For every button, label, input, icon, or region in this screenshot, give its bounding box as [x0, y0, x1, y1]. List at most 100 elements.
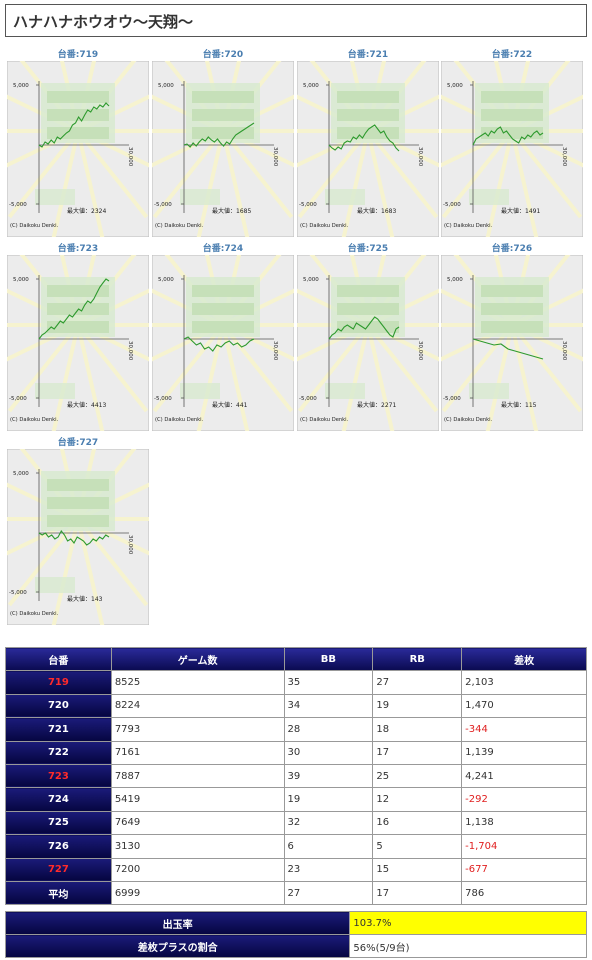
machine-panel-lower: [469, 189, 509, 205]
y-tick-label-top: 5,000: [447, 277, 463, 283]
copyright-text: (C) Daikoku Denki.: [300, 417, 349, 423]
graph-line: [183, 336, 255, 352]
table-row: 723 7887 39 25 4,241: [5, 763, 587, 789]
machine-panel-lower: [469, 383, 509, 399]
unit-number-cell[interactable]: 724: [5, 787, 112, 812]
graph-cell[interactable]: 台番:721 5,000 -5,000 30,000 最大値：1683 (C) Daiko…: [297, 47, 439, 237]
graph-label[interactable]: 台番:721: [347, 50, 389, 60]
rb-cell: 16: [372, 810, 463, 836]
x-tick-label: 30,000: [417, 341, 423, 361]
machine-panel-lower: [35, 383, 75, 399]
unit-number-cell[interactable]: 725: [5, 810, 112, 836]
x-tick-label: 30,000: [127, 147, 133, 167]
unit-number-cell[interactable]: 726: [5, 834, 112, 859]
unit-number-cell[interactable]: 721: [5, 717, 112, 742]
y-tick-label-top: 5,000: [303, 277, 319, 283]
table-row: 725 7649 32 16 1,138: [5, 810, 587, 836]
machine-panel-stripe: [337, 91, 399, 103]
machine-panel-stripe: [192, 321, 254, 333]
bb-cell: 6: [283, 834, 374, 859]
copyright-text: (C) Daikoku Denki.: [444, 223, 493, 229]
graph-label[interactable]: 台番:725: [347, 244, 389, 254]
light-ray: [485, 130, 514, 237]
graph-line: [472, 338, 544, 360]
machine-panel-stripe: [481, 321, 543, 333]
x-tick-label: 30,000: [272, 341, 278, 361]
bb-cell: 30: [283, 740, 374, 765]
unit-number-cell[interactable]: 722: [5, 740, 112, 765]
graph-cell[interactable]: 台番:725 5,000 -5,000 30,000 最大値：2271 (C) Daiko…: [297, 241, 439, 431]
graph-line: [38, 102, 110, 148]
graph-label[interactable]: 台番:722: [491, 50, 533, 60]
graph-label[interactable]: 台番:726: [491, 244, 533, 254]
diff-cell: -292: [461, 787, 587, 812]
diff-cell: 2,103: [461, 670, 587, 695]
graph-line: [472, 126, 544, 146]
max-value-label: 最大値：115: [501, 401, 537, 409]
graph-label[interactable]: 台番:727: [57, 438, 99, 448]
light-ray: [51, 130, 80, 237]
graph-label[interactable]: 台番:720: [202, 50, 244, 60]
machine-panel-lower: [180, 189, 220, 205]
graph-cell[interactable]: 台番:722 5,000 -5,000 30,000 最大値：1491 (C) Daiko…: [441, 47, 583, 237]
graph-cell[interactable]: 台番:719 5,000 -5,000 30,000 最大値：2324 (C) Daiko…: [7, 47, 149, 237]
graph-cell[interactable]: 台番:720 5,000 -5,000 30,000 最大値：1685 (C) Daiko…: [152, 47, 294, 237]
table-row: 727 7200 23 15 -677: [5, 857, 587, 882]
diff-cell: -344: [461, 717, 587, 742]
x-tick-label: 30,000: [561, 341, 567, 361]
machine-panel-stripe: [47, 91, 109, 103]
y-tick-label-bottom: -5,000: [9, 396, 27, 402]
copyright-text: (C) Daikoku Denki.: [300, 223, 349, 229]
table-row: 724 5419 19 12 -292: [5, 787, 587, 812]
game-count-cell: 7649: [110, 810, 285, 836]
graph-cell[interactable]: 台番:723 5,000 -5,000 30,000 最大値：4413 (C) Daiko…: [7, 241, 149, 431]
graph-line: [328, 316, 400, 340]
machine-panel-stripe: [337, 285, 399, 297]
graph-image: 5,000 -5,000 30,000 最大値：4413 (C) Daikoku Den…: [7, 255, 149, 431]
machine-panel-stripe: [47, 515, 109, 527]
light-ray: [366, 130, 395, 237]
game-count-cell: 8525: [110, 670, 285, 695]
graph-cell[interactable]: 台番:726 5,000 -5,000 30,000 最大値：115 (C) Daikok…: [441, 241, 583, 431]
unit-number-cell[interactable]: 727: [5, 857, 112, 882]
bb-cell: 32: [283, 810, 374, 836]
machine-panel-stripe: [47, 285, 109, 297]
game-count-cell: 7200: [110, 857, 285, 882]
graph-line: [183, 122, 255, 148]
header-rb: RB: [372, 646, 463, 672]
x-tick-label: 30,000: [127, 341, 133, 361]
machine-panel-stripe: [337, 109, 399, 121]
plus-ratio-value: 56%(5/9台): [349, 934, 587, 958]
max-value-label: 最大値：143: [67, 595, 103, 603]
copyright-text: (C) Daikoku Denki.: [155, 417, 204, 423]
y-tick-label-bottom: -5,000: [443, 202, 461, 208]
unit-number-cell[interactable]: 720: [5, 693, 112, 719]
graph-cell[interactable]: 台番:727 5,000 -5,000 30,000 最大値：143 (C) Daikok…: [7, 435, 149, 625]
graph-cell[interactable]: 台番:724 5,000 -5,000 30,000 最大値：441 (C) Daikok…: [152, 241, 294, 431]
bb-cell: 34: [283, 693, 374, 719]
table-row: 721 7793 28 18 -344: [5, 717, 587, 742]
y-tick-label-top: 5,000: [13, 277, 29, 283]
table-row: 719 8525 35 27 2,103: [5, 670, 587, 695]
machine-panel-lower: [325, 189, 365, 205]
summary-table: 出玉率 103.7% 差枚プラスの割合 56%(5/9台): [4, 911, 587, 958]
graph-line: [38, 278, 110, 340]
table-row: 722 7161 30 17 1,139: [5, 740, 587, 765]
light-ray: [76, 324, 105, 431]
light-ray: [341, 130, 370, 237]
unit-number-cell[interactable]: 723: [5, 763, 112, 789]
machine-panel-lower: [35, 577, 75, 593]
bb-cell: 23: [283, 857, 374, 882]
machine-panel-stripe: [192, 285, 254, 297]
y-tick-label-bottom: -5,000: [299, 396, 317, 402]
unit-number-cell[interactable]: 平均: [5, 880, 112, 906]
graph-label[interactable]: 台番:723: [57, 244, 99, 254]
y-tick-label-top: 5,000: [13, 83, 29, 89]
graph-label[interactable]: 台番:724: [202, 244, 244, 254]
diff-cell: -1,704: [461, 834, 587, 859]
page-title: ハナハナホウオウ〜天翔〜: [13, 13, 194, 31]
graph-label[interactable]: 台番:719: [57, 50, 99, 60]
table-row: 平均 6999 27 17 786: [5, 880, 587, 906]
page-title-box: ハナハナホウオウ〜天翔〜: [5, 4, 587, 37]
unit-number-cell[interactable]: 719: [5, 670, 112, 695]
